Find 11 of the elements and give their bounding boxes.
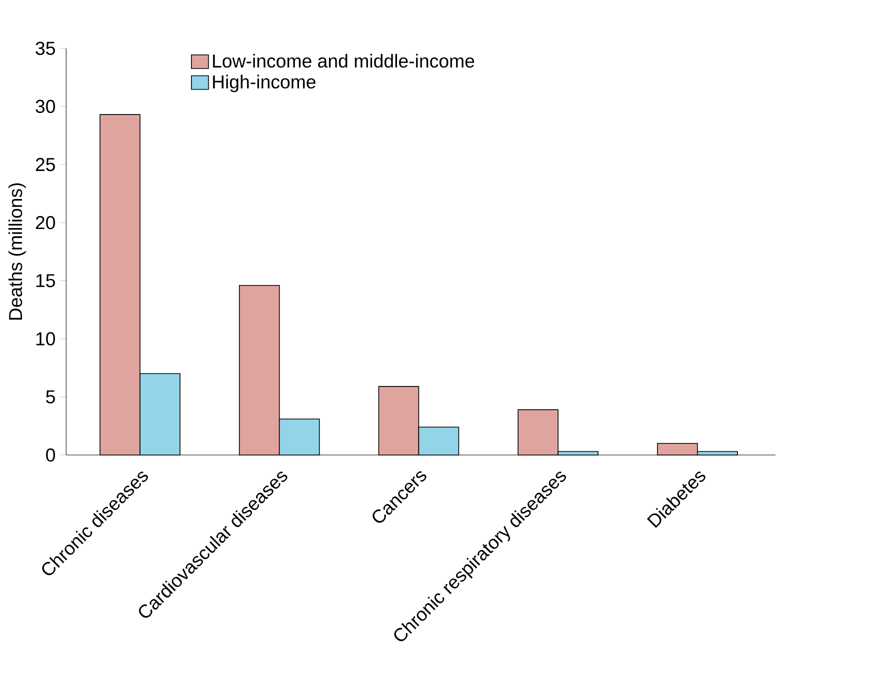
legend-label: High-income <box>213 74 316 92</box>
y-tick-label: 10 <box>36 332 56 346</box>
y-tick-label: 30 <box>36 100 56 114</box>
y-axis-title: Deaths (millions) <box>8 183 26 320</box>
legend-label: Low-income and middle-income <box>213 54 474 68</box>
y-tick-label: 5 <box>46 390 55 404</box>
y-tick-label: 0 <box>46 448 56 462</box>
y-tick-label: 20 <box>36 216 56 230</box>
y-tick-label: 15 <box>36 274 55 288</box>
y-tick-label: 35 <box>36 42 55 55</box>
y-tick-label: 25 <box>36 158 55 172</box>
